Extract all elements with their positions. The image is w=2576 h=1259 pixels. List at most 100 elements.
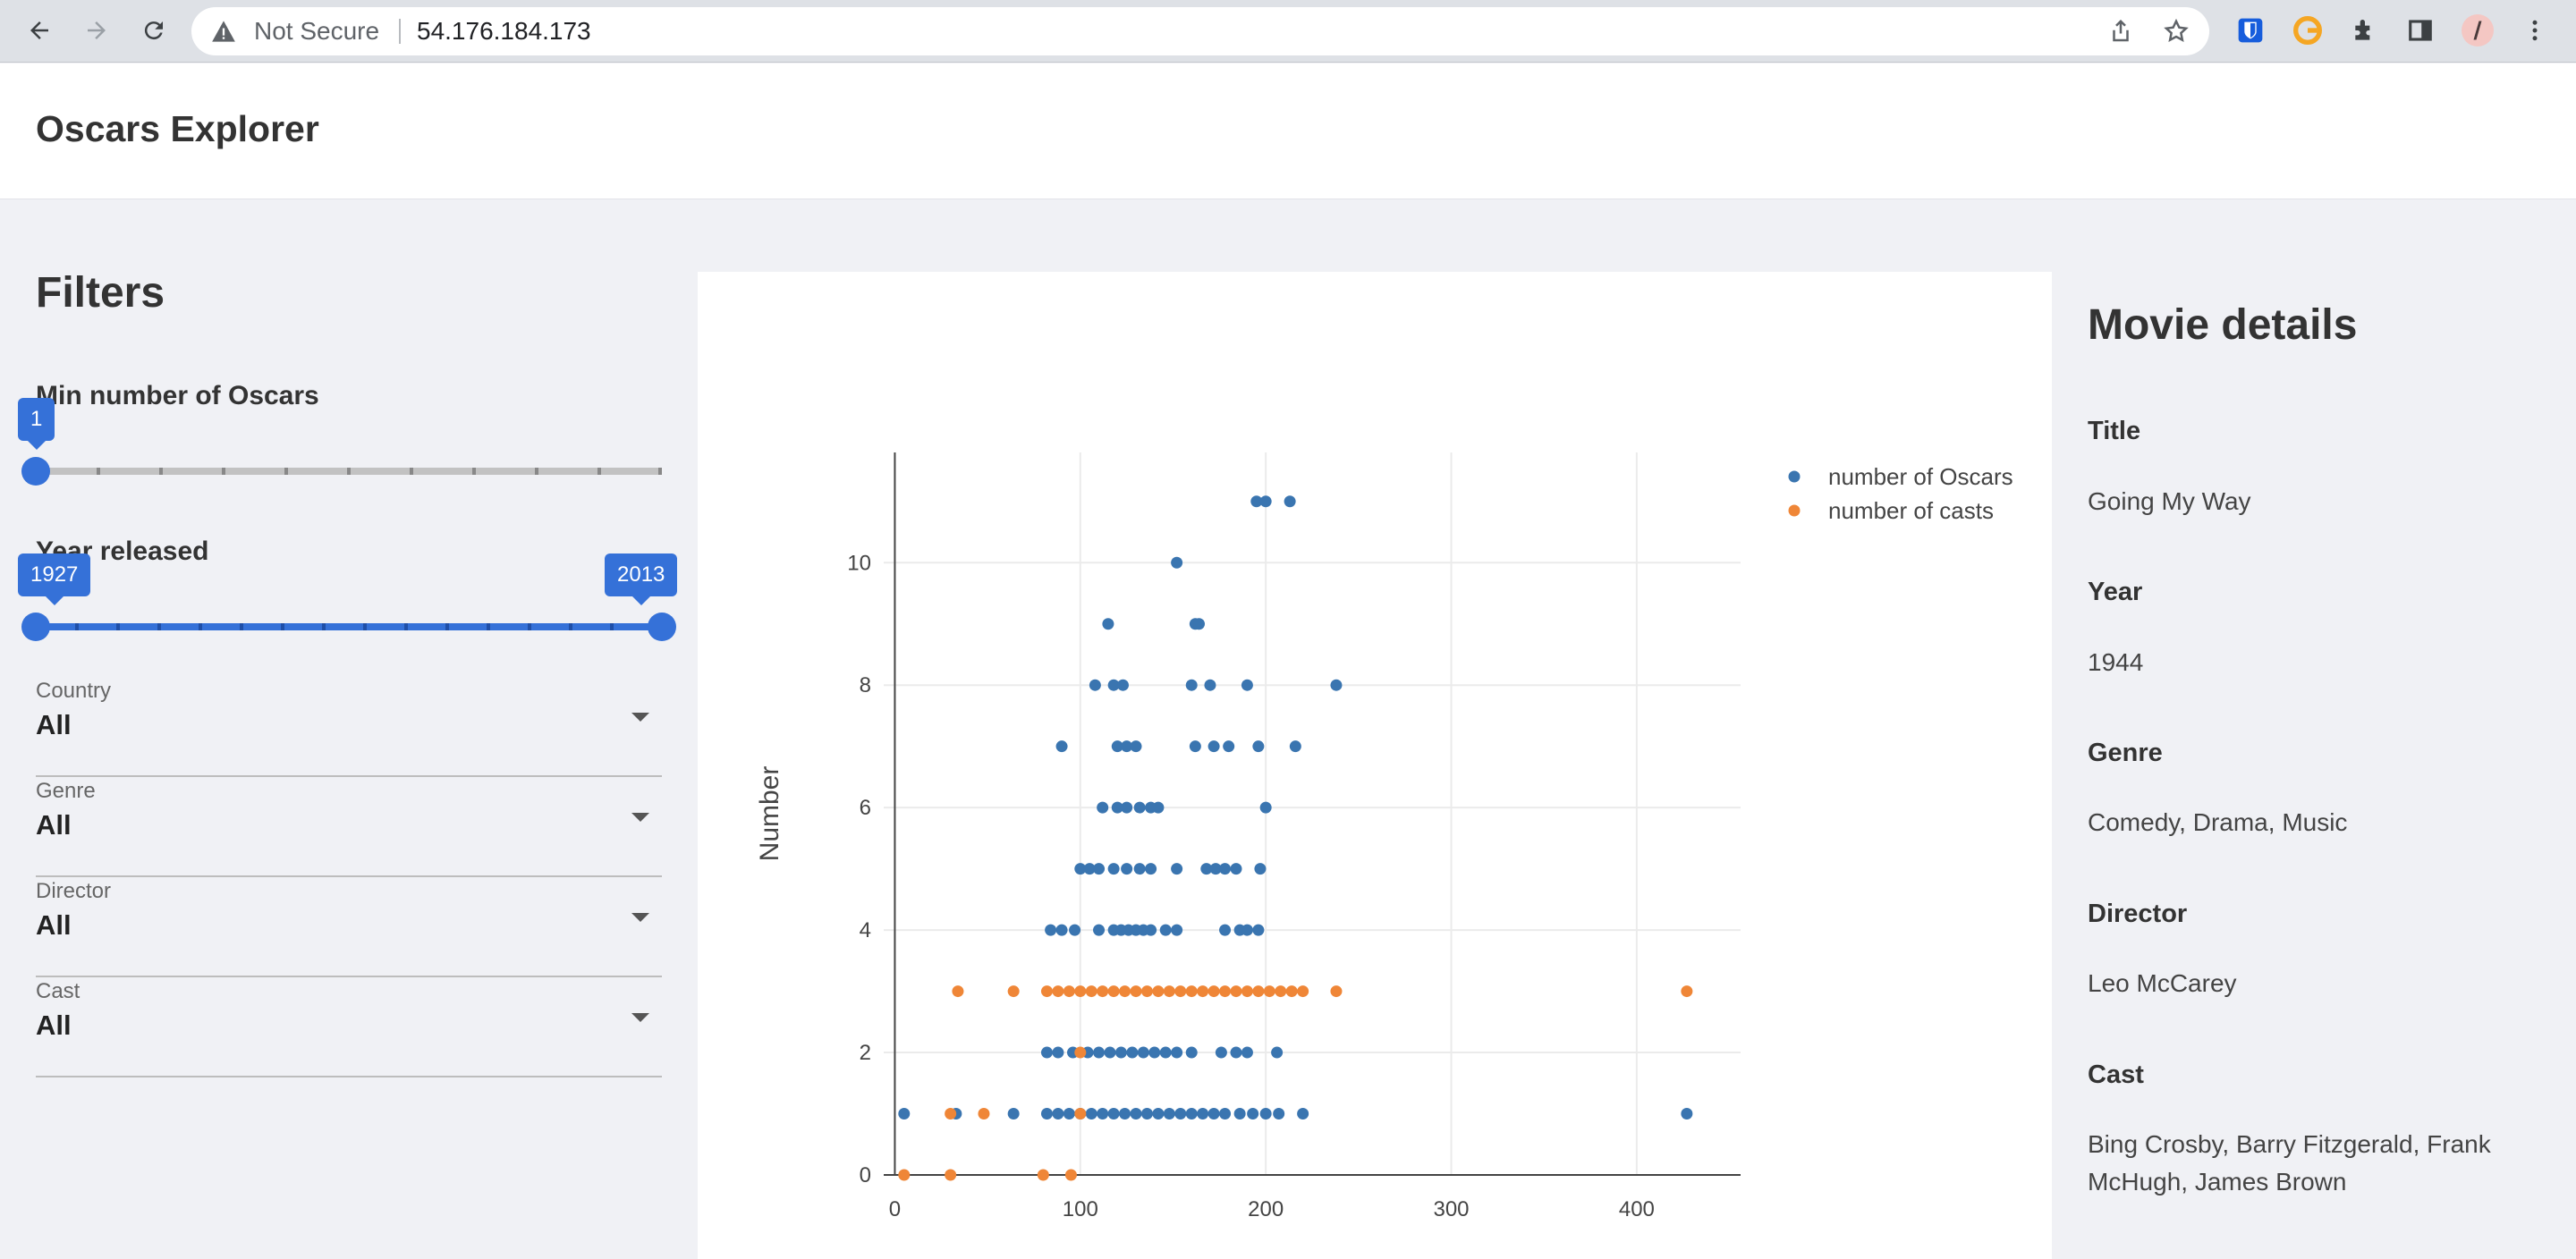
casts-point[interactable] [1074,985,1087,998]
oscars-point[interactable] [1055,924,1068,936]
oscars-point[interactable] [1171,556,1183,569]
side-panel-icon[interactable] [2404,14,2436,46]
oscars-point[interactable] [1140,1108,1153,1120]
oscars-point[interactable] [1145,924,1157,936]
oscars-point[interactable] [1259,495,1272,508]
oscars-point[interactable] [1145,863,1157,875]
casts-point[interactable] [1163,985,1175,998]
casts-point[interactable] [1074,1108,1087,1120]
oscars-point[interactable] [1330,679,1343,691]
casts-point[interactable] [1263,985,1275,998]
oscars-point[interactable] [1069,924,1081,936]
scatter-chart[interactable]: 0 100 200 300 400 0 2 4 6 8 10 Number number of Osc… [698,272,2052,1259]
casts-point[interactable] [1074,1046,1087,1059]
oscars-point[interactable] [1121,801,1133,814]
casts-point[interactable] [898,1169,911,1181]
browser-menu-icon[interactable] [2519,14,2551,46]
casts-point[interactable] [1052,985,1064,998]
casts-point[interactable] [1197,985,1209,998]
oscars-point[interactable] [1083,863,1096,875]
oscars-point[interactable] [1074,863,1087,875]
oscars-point[interactable] [1121,863,1133,875]
oscars-point[interactable] [1133,801,1146,814]
casts-point[interactable] [1140,985,1153,998]
oscars-point[interactable] [1055,740,1068,753]
oscars-point[interactable] [1130,1108,1142,1120]
oscars-point[interactable] [1241,924,1253,936]
cast-select[interactable]: Cast All [36,977,662,1077]
oscars-point[interactable] [1259,1108,1272,1120]
bookmark-star-icon[interactable] [2163,18,2190,45]
oscars-point[interactable] [1189,740,1201,753]
oscars-point[interactable] [1137,1046,1149,1059]
oscars-point[interactable] [1121,740,1133,753]
oscars-point[interactable] [1159,924,1172,936]
casts-point[interactable] [1208,985,1220,998]
oscars-point[interactable] [1063,1108,1075,1120]
casts-point[interactable] [1107,985,1120,998]
share-icon[interactable] [2107,18,2134,45]
oscars-point[interactable] [1241,679,1253,691]
oscars-point[interactable] [1130,740,1142,753]
oscars-point[interactable] [1200,863,1213,875]
oscars-point[interactable] [1271,1046,1284,1059]
oscars-point[interactable] [1126,1046,1139,1059]
oscars-point[interactable] [898,1108,911,1120]
oscars-point[interactable] [1102,618,1114,630]
oscars-point[interactable] [1163,1108,1175,1120]
address-bar[interactable]: Not Secure 54.176.184.173 [191,7,2209,55]
year-released-slider[interactable] [36,623,662,630]
director-select[interactable]: Director All [36,877,662,977]
oscars-point[interactable] [1252,924,1265,936]
oscars-point[interactable] [1116,679,1129,691]
profile-avatar[interactable] [2462,14,2494,46]
casts-point[interactable] [1681,985,1693,998]
oscars-point[interactable] [1111,740,1123,753]
oscars-point[interactable] [1040,1046,1053,1059]
oscars-point[interactable] [1208,1108,1220,1120]
oscars-point[interactable] [1254,863,1267,875]
casts-point[interactable] [1119,985,1131,998]
oscars-point[interactable] [1052,1108,1064,1120]
oscars-point[interactable] [1085,1108,1097,1120]
oscars-point[interactable] [1223,740,1235,753]
oscars-point[interactable] [1107,863,1120,875]
oscars-point[interactable] [1152,801,1165,814]
casts-point[interactable] [1230,985,1242,998]
oscars-point[interactable] [1273,1108,1285,1120]
oscars-point[interactable] [1045,924,1057,936]
oscars-point[interactable] [1197,1108,1209,1120]
oscars-point[interactable] [1284,495,1296,508]
oscars-point[interactable] [1259,801,1272,814]
casts-point[interactable] [978,1108,990,1120]
oscars-point[interactable] [1209,863,1222,875]
casts-point[interactable] [1040,985,1053,998]
forward-arrow-icon[interactable] [79,13,114,48]
casts-point[interactable] [1130,985,1142,998]
casts-point[interactable] [1275,985,1287,998]
back-arrow-icon[interactable] [21,13,57,48]
oscars-point[interactable] [1289,740,1301,753]
oscars-point[interactable] [1104,1046,1116,1059]
oscars-point[interactable] [1097,801,1109,814]
bitwarden-extension-icon[interactable] [2234,14,2267,46]
casts-point[interactable] [1037,1169,1049,1181]
legend-label[interactable]: number of casts [1828,497,1994,524]
extensions-puzzle-icon[interactable] [2349,14,2381,46]
casts-point[interactable] [1297,985,1309,998]
casts-point[interactable] [952,985,964,998]
year-end-handle[interactable] [648,613,676,641]
min-oscars-slider-handle[interactable] [21,457,50,486]
oscars-point[interactable] [1093,863,1106,875]
casts-point[interactable] [945,1169,957,1181]
oscars-point[interactable] [1133,863,1146,875]
oscars-point[interactable] [1230,1046,1242,1059]
oscars-point[interactable] [1250,495,1263,508]
casts-point[interactable] [1152,985,1165,998]
casts-point[interactable] [1285,985,1298,998]
oscars-point[interactable] [1297,1108,1309,1120]
casts-point[interactable] [1085,985,1097,998]
casts-point[interactable] [1185,985,1198,998]
casts-point[interactable] [1097,985,1109,998]
oscars-point[interactable] [1040,1108,1053,1120]
